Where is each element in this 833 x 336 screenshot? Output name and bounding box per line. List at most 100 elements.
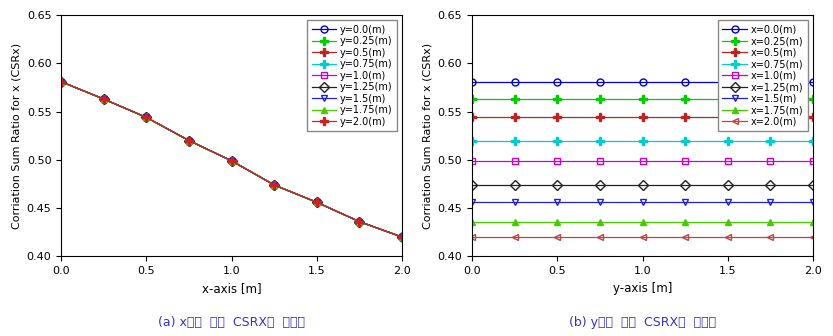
Line: x=1.25(m): x=1.25(m) xyxy=(469,181,816,188)
Line: y=0.0(m): y=0.0(m) xyxy=(57,78,406,241)
x=1.5(m) xyxy=(467,200,477,204)
y=0.75(m) xyxy=(56,80,66,84)
Text: (a) x축에  대한  CSRX의  그래프: (a) x축에 대한 CSRX의 그래프 xyxy=(158,316,305,329)
y=0.0(m) xyxy=(312,200,322,204)
y=1.75(m) xyxy=(142,115,152,119)
x=1.75(m) xyxy=(681,220,691,224)
x=1.75(m) xyxy=(552,220,562,224)
x=0.5(m) xyxy=(766,115,776,119)
y=1.75(m) xyxy=(312,200,322,204)
Text: (b) y축에  대한  CSRX의  그래프: (b) y축에 대한 CSRX의 그래프 xyxy=(569,316,716,329)
y=0.25(m) xyxy=(56,80,66,84)
x=2.0(m) xyxy=(681,235,691,239)
y=0.5(m) xyxy=(355,220,365,224)
y=1.0(m) xyxy=(184,138,194,142)
x=2.0(m) xyxy=(595,235,605,239)
y=0.25(m) xyxy=(397,235,407,239)
y=1.25(m) xyxy=(355,220,365,224)
x=0.75(m) xyxy=(467,138,477,142)
y=0.5(m) xyxy=(184,138,194,142)
x=0.0(m) xyxy=(467,80,477,84)
x=0.75(m) xyxy=(681,138,691,142)
x=0.75(m) xyxy=(766,138,776,142)
x=1.75(m) xyxy=(510,220,520,224)
y=0.5(m) xyxy=(227,159,237,163)
y=1.5(m) xyxy=(99,97,109,101)
y=1.0(m) xyxy=(227,159,237,163)
x=1.5(m) xyxy=(637,200,647,204)
y=0.5(m) xyxy=(269,183,279,187)
y=2.0(m) xyxy=(99,97,109,101)
x=0.0(m) xyxy=(723,80,733,84)
x=1.25(m) xyxy=(808,183,818,187)
x=1.5(m) xyxy=(595,200,605,204)
y=0.0(m) xyxy=(269,183,279,187)
x=0.5(m) xyxy=(595,115,605,119)
x=0.25(m) xyxy=(681,97,691,101)
x=0.5(m) xyxy=(723,115,733,119)
y=1.25(m) xyxy=(227,159,237,163)
x=1.25(m) xyxy=(595,183,605,187)
y=0.25(m) xyxy=(142,115,152,119)
y=1.25(m) xyxy=(142,115,152,119)
y=0.0(m) xyxy=(56,80,66,84)
x=0.75(m) xyxy=(637,138,647,142)
x=1.75(m) xyxy=(808,220,818,224)
y=0.25(m) xyxy=(269,183,279,187)
x=1.0(m) xyxy=(510,159,520,163)
y=1.0(m) xyxy=(312,200,322,204)
Line: x=2.0(m): x=2.0(m) xyxy=(469,234,816,241)
x=0.25(m) xyxy=(808,97,818,101)
Legend: y=0.0(m), y=0.25(m), y=0.5(m), y=0.75(m), y=1.0(m), y=1.25(m), y=1.5(m), y=1.75(: y=0.0(m), y=0.25(m), y=0.5(m), y=0.75(m)… xyxy=(307,20,397,131)
x=0.5(m) xyxy=(808,115,818,119)
y=1.0(m) xyxy=(99,97,109,101)
y=1.5(m) xyxy=(269,183,279,187)
x=0.25(m) xyxy=(467,97,477,101)
y=2.0(m) xyxy=(269,183,279,187)
y=1.75(m) xyxy=(56,80,66,84)
y=1.25(m) xyxy=(99,97,109,101)
y=1.5(m) xyxy=(355,220,365,224)
x=0.25(m) xyxy=(766,97,776,101)
Line: x=1.75(m): x=1.75(m) xyxy=(469,218,816,225)
x=0.0(m) xyxy=(595,80,605,84)
x=1.25(m) xyxy=(681,183,691,187)
x=2.0(m) xyxy=(723,235,733,239)
y=0.75(m) xyxy=(227,159,237,163)
x=1.0(m) xyxy=(766,159,776,163)
x=0.0(m) xyxy=(681,80,691,84)
y=1.75(m) xyxy=(227,159,237,163)
y=0.75(m) xyxy=(312,200,322,204)
x=1.0(m) xyxy=(467,159,477,163)
y=0.25(m) xyxy=(312,200,322,204)
y=0.75(m) xyxy=(142,115,152,119)
y=1.25(m) xyxy=(184,138,194,142)
Line: y=0.75(m): y=0.75(m) xyxy=(57,78,407,241)
y=0.5(m) xyxy=(56,80,66,84)
x=1.5(m) xyxy=(510,200,520,204)
x=1.75(m) xyxy=(723,220,733,224)
y=2.0(m) xyxy=(312,200,322,204)
x=1.5(m) xyxy=(808,200,818,204)
y=1.5(m) xyxy=(56,80,66,84)
x=0.75(m) xyxy=(595,138,605,142)
x=1.0(m) xyxy=(637,159,647,163)
x=1.25(m) xyxy=(637,183,647,187)
Line: x=0.0(m): x=0.0(m) xyxy=(469,78,816,85)
Line: y=0.25(m): y=0.25(m) xyxy=(57,78,407,241)
x=2.0(m) xyxy=(552,235,562,239)
y=1.5(m) xyxy=(312,200,322,204)
y=1.0(m) xyxy=(397,235,407,239)
y=1.5(m) xyxy=(184,138,194,142)
Line: y=1.25(m): y=1.25(m) xyxy=(57,78,406,241)
x=1.25(m) xyxy=(510,183,520,187)
x=0.25(m) xyxy=(595,97,605,101)
x=0.5(m) xyxy=(681,115,691,119)
Y-axis label: Corriation Sum Ratio for x (CSRx): Corriation Sum Ratio for x (CSRx) xyxy=(422,43,432,229)
y=1.75(m) xyxy=(397,235,407,239)
y=1.25(m) xyxy=(312,200,322,204)
y=1.75(m) xyxy=(269,183,279,187)
y=1.75(m) xyxy=(184,138,194,142)
Line: y=2.0(m): y=2.0(m) xyxy=(57,78,407,241)
x=0.0(m) xyxy=(637,80,647,84)
